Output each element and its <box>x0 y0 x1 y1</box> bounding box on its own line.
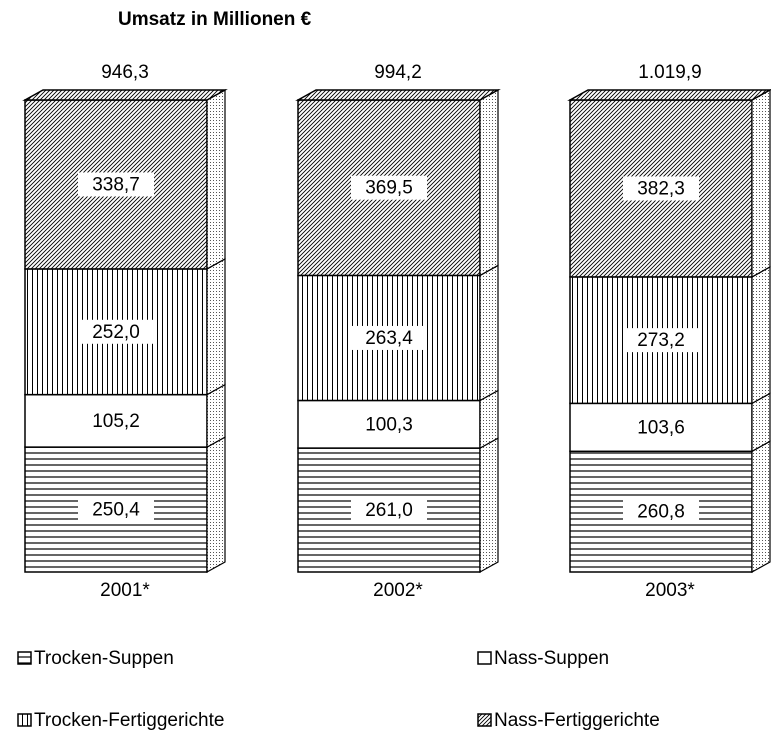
label-bg <box>351 412 427 437</box>
value-label: 100,3 <box>365 414 413 435</box>
value-label: 105,2 <box>92 411 140 432</box>
bar-side <box>751 440 771 574</box>
legend-swatch <box>17 713 32 727</box>
bar-top <box>567 89 771 101</box>
label-bg <box>78 408 154 433</box>
value-label: 252,0 <box>92 322 140 343</box>
label-bg <box>623 415 699 440</box>
value-label: 260,8 <box>637 502 685 523</box>
label-bg <box>78 497 154 522</box>
label-bg <box>78 319 154 344</box>
value-label: 263,4 <box>365 328 413 349</box>
label-bg <box>623 176 699 201</box>
bar-top <box>22 89 228 101</box>
legend-label: Trocken-Fertiggerichte <box>34 710 224 731</box>
bar-side <box>206 88 226 270</box>
bar-side <box>206 257 226 396</box>
bar-side <box>206 436 226 574</box>
value-label: 338,7 <box>92 174 140 195</box>
label-bg <box>351 325 427 350</box>
bar-side <box>479 437 499 574</box>
legend-swatch <box>17 651 32 665</box>
label-bg <box>351 498 427 523</box>
bar-side <box>751 88 771 278</box>
x-tick-label: 2001* <box>100 580 150 601</box>
value-label: 273,2 <box>637 330 685 351</box>
legend-label: Nass-Suppen <box>494 648 609 669</box>
chart-title: Umsatz in Millionen € <box>118 9 312 30</box>
bar-side <box>479 88 499 277</box>
legend-swatch <box>477 713 492 727</box>
bar-side <box>751 265 771 405</box>
bar-side <box>206 383 226 449</box>
value-label: 250,4 <box>92 500 140 521</box>
legend-label: Trocken-Suppen <box>34 648 174 669</box>
x-tick-label: 2002* <box>373 580 423 601</box>
value-label: 369,5 <box>365 178 413 199</box>
value-label: 261,0 <box>365 500 413 521</box>
bar-side <box>479 264 499 402</box>
label-bg <box>623 328 699 353</box>
legend-swatch <box>477 651 492 665</box>
value-label: 382,3 <box>637 178 685 199</box>
label-bg <box>351 175 427 200</box>
value-label: 103,6 <box>637 417 685 438</box>
total-label: 994,2 <box>374 62 422 83</box>
total-label: 946,3 <box>101 62 149 83</box>
x-tick-label: 2003* <box>645 580 695 601</box>
label-bg <box>78 172 154 197</box>
total-label: 1.019,9 <box>638 62 701 83</box>
label-bg <box>623 499 699 524</box>
legend-label: Nass-Fertiggerichte <box>494 710 660 731</box>
bar-top <box>295 89 501 101</box>
